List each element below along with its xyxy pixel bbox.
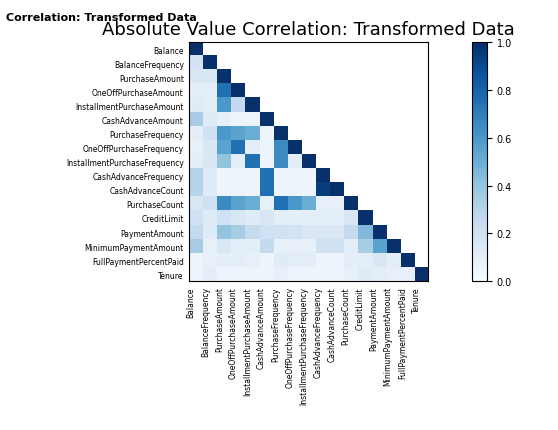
Title: Absolute Value Correlation: Transformed Data: Absolute Value Correlation: Transformed …: [102, 21, 514, 39]
Text: Correlation: Transformed Data: Correlation: Transformed Data: [6, 13, 196, 23]
